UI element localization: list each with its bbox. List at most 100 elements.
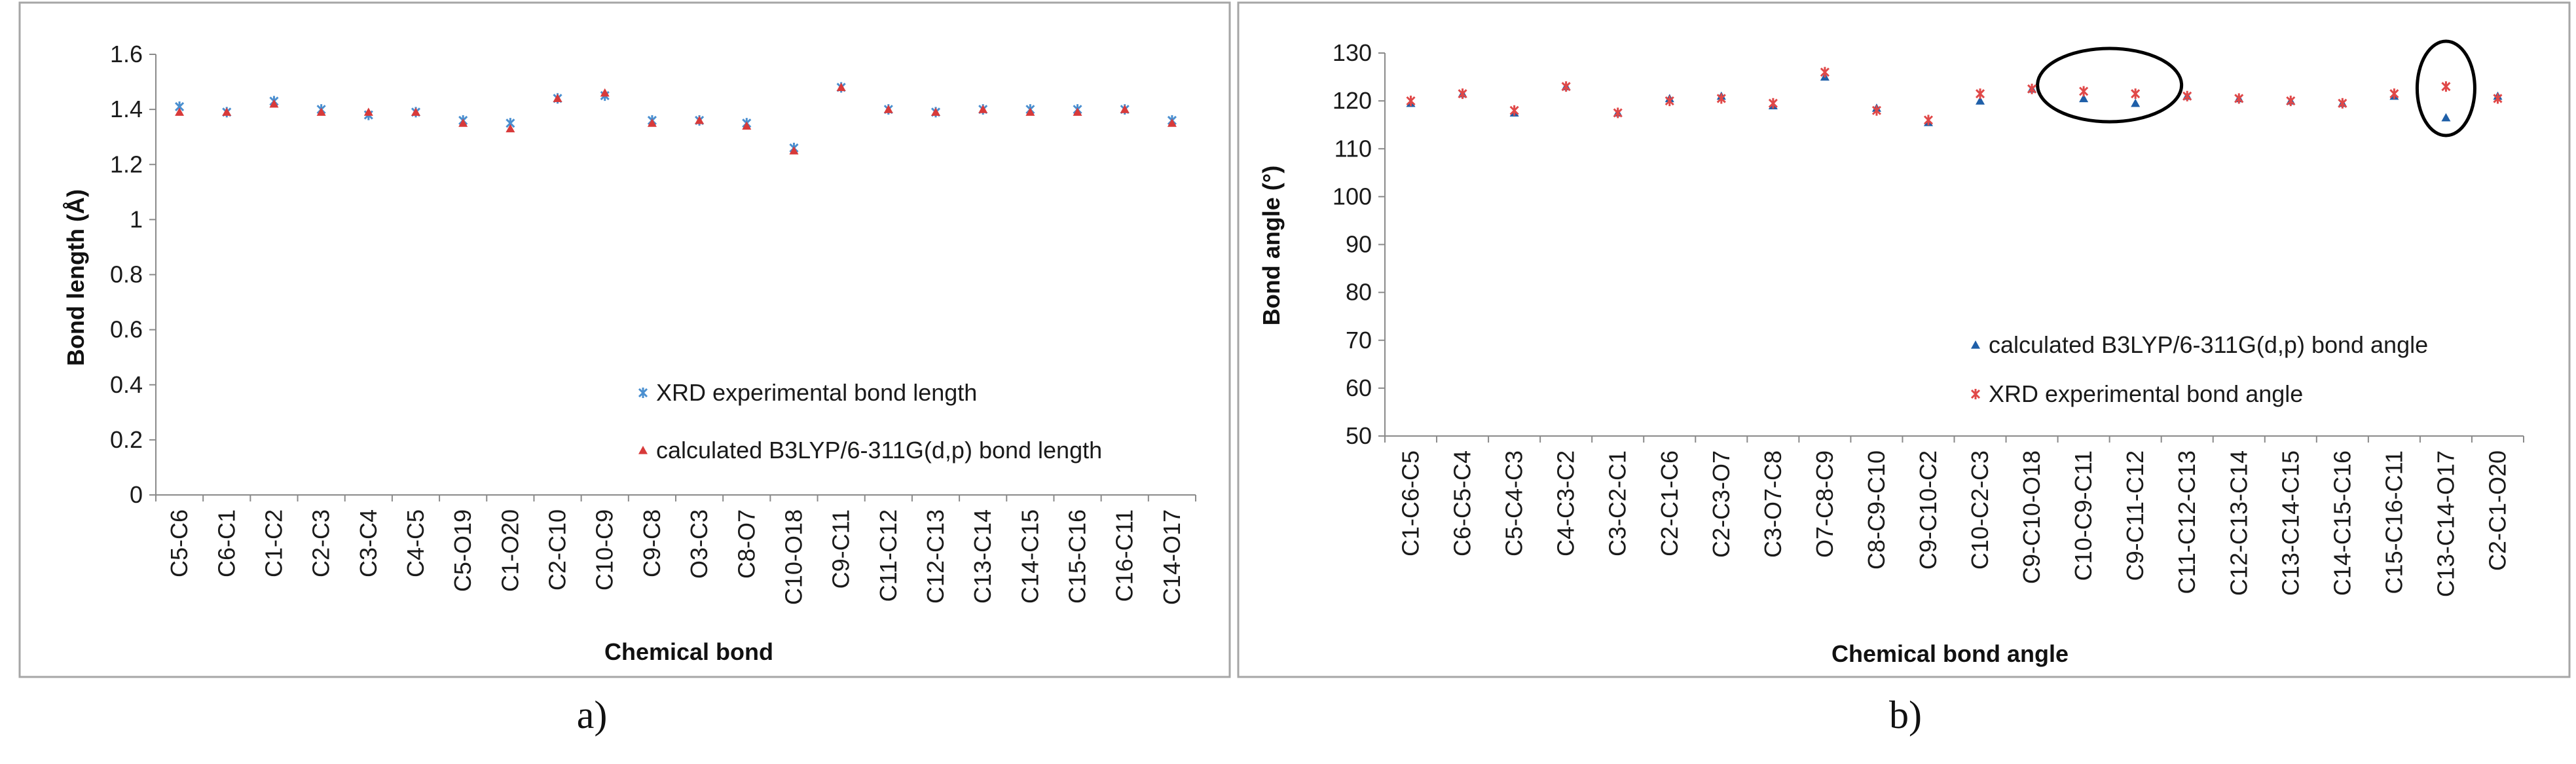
a-point-series1 <box>978 105 988 113</box>
b-x-tick-label: C9-C10-O18 <box>2018 450 2045 584</box>
b-x-tick-label: C15-C16-C11 <box>2380 450 2407 594</box>
x-axis-label-b: Chemical bond angle <box>1831 640 2069 667</box>
a-point-series1 <box>1120 105 1130 113</box>
b-point-series0 <box>1976 96 1985 105</box>
b-point-series1 <box>1768 98 1778 109</box>
x-axis-label-a: Chemical bond <box>604 638 773 665</box>
a-point-series1 <box>742 121 752 130</box>
a-point-series1 <box>222 107 232 116</box>
a-point-series1 <box>600 88 610 97</box>
a-x-tick-label: C8-O7 <box>733 509 760 579</box>
y-axis-label-a: Bond length (Å) <box>62 189 89 366</box>
b-x-tick-label: C2-C1-C6 <box>1656 450 1683 556</box>
a-x-tick-label: C15-C16 <box>1064 509 1091 604</box>
a-point-series1 <box>553 94 562 102</box>
b-point-series1 <box>1458 88 1467 100</box>
b-x-tick-label: C13-C14-C15 <box>2277 450 2304 596</box>
a-x-tick-label: C10-O18 <box>780 509 807 605</box>
legend-a-calc-marker <box>638 446 648 454</box>
legend-marker-xrd-a <box>638 388 648 398</box>
a-point-series1 <box>1167 118 1177 127</box>
a-x-tick-label: C11-C12 <box>875 509 902 602</box>
a-point-series1 <box>316 107 326 116</box>
b-point-series1 <box>1509 105 1519 116</box>
b-y-tick-label: 100 <box>1333 183 1372 209</box>
a-y-tick-label: 1 <box>130 206 143 232</box>
b-x-tick-label: C14-C15-C16 <box>2328 450 2355 596</box>
b-x-tick-label: C2-C1-O20 <box>2484 450 2511 571</box>
b-x-tick-label: C5-C4-C3 <box>1501 450 1528 556</box>
b-x-tick-label: C13-C14-O17 <box>2432 450 2459 597</box>
a-y-tick-label: 0.8 <box>110 261 143 288</box>
a-x-tick-label: C2-C3 <box>308 509 335 577</box>
legend-label-xrd-a: XRD experimental bond length <box>656 379 977 406</box>
b-point-series1 <box>1820 67 1830 78</box>
b-point-series1 <box>1406 96 1416 107</box>
b-x-tick-label: C2-C3-O7 <box>1708 450 1735 558</box>
chart-b: Bond angle (°) Chemical bond angle calcu… <box>1258 39 2524 667</box>
b-point-series1 <box>1871 105 1881 116</box>
a-x-tick-label: C5-C6 <box>166 509 193 577</box>
b-point-series1 <box>1665 96 1674 107</box>
b-point-series1 <box>2182 90 2192 101</box>
legend-marker-calc-a <box>638 446 648 454</box>
a-x-tick-label: O3-C3 <box>686 509 712 579</box>
b-point-series0 <box>2079 94 2089 103</box>
b-point-series0 <box>2441 113 2451 122</box>
b-point-series1 <box>1975 88 1985 100</box>
a-point-series1 <box>836 82 846 92</box>
a-x-tick-label: C4-C5 <box>402 509 429 577</box>
legend-label-calc-a: calculated B3LYP/6-311G(d,p) bond length <box>656 437 1102 464</box>
a-y-tick-label: 0.2 <box>110 426 143 453</box>
a-x-tick-label: C9-C11 <box>828 509 855 589</box>
a-x-tick-label: C14-C15 <box>1016 509 1043 604</box>
b-point-series1 <box>1923 115 1934 126</box>
panel-b-frame <box>1237 1 2571 678</box>
a-point-series1 <box>506 124 515 133</box>
legend-label-xrd-b: XRD experimental bond angle <box>1989 380 2303 407</box>
b-y-tick-label: 80 <box>1346 279 1372 306</box>
legend-a: XRD experimental bond length calculated … <box>638 379 1102 464</box>
a-x-tick-label: C2-C10 <box>544 509 571 591</box>
a-point-series1 <box>411 107 420 116</box>
a-x-tick-label: C10-C9 <box>591 509 618 591</box>
panel-a-frame <box>18 1 1231 678</box>
b-y-tick-label: 60 <box>1346 374 1372 401</box>
b-point-series1 <box>2441 81 2451 92</box>
a-x-tick-label: C3-C4 <box>355 509 382 577</box>
b-x-tick-label: C12-C13-C14 <box>2225 450 2252 596</box>
a-x-tick-label: C12-C13 <box>922 509 949 604</box>
a-x-tick-label: C5-O19 <box>449 509 476 592</box>
b-point-series1 <box>2234 93 2244 104</box>
legend-b-calc-marker <box>1971 340 1980 349</box>
b-x-tick-label: C3-O7-C8 <box>1759 450 1786 558</box>
b-x-tick-label: C3-C2-C1 <box>1604 450 1631 556</box>
b-x-tick-label: C4-C3-C2 <box>1553 450 1579 556</box>
b-y-tick-label: 50 <box>1346 422 1372 449</box>
a-y-tick-label: 1.6 <box>110 41 143 67</box>
a-x-tick-label: C14-O17 <box>1158 509 1185 605</box>
a-point-series1 <box>1025 107 1035 116</box>
b-x-tick-label: C6-C5-C4 <box>1449 450 1476 556</box>
legend-a-xrd-marker <box>638 388 648 398</box>
b-y-tick-label: 90 <box>1346 231 1372 258</box>
legend-marker-calc-b <box>1971 340 1980 349</box>
y-axis-label-b: Bond angle (°) <box>1258 166 1285 325</box>
b-y-tick-label: 130 <box>1333 39 1372 66</box>
a-y-tick-label: 1.2 <box>110 151 143 177</box>
b-x-tick-label: O7-C8-C9 <box>1811 450 1838 558</box>
b-point-series1 <box>2027 83 2037 94</box>
a-point-series1 <box>458 118 468 127</box>
a-x-tick-label: C13-C14 <box>969 509 996 604</box>
b-x-tick-label: C9-C10-C2 <box>1915 450 1941 570</box>
a-x-tick-label: C16-C11 <box>1111 509 1138 602</box>
a-point-series1 <box>1073 107 1082 116</box>
a-x-tick-label: C9-C8 <box>638 509 665 577</box>
a-y-tick-label: 0.6 <box>110 316 143 343</box>
a-point-series1 <box>363 107 373 116</box>
b-point-series1 <box>2079 86 2089 97</box>
chart-a: Bond length (Å) Chemical bond XRD experi… <box>62 41 1196 665</box>
panel-label-a: a) <box>577 693 608 737</box>
a-point-series1 <box>647 118 657 127</box>
